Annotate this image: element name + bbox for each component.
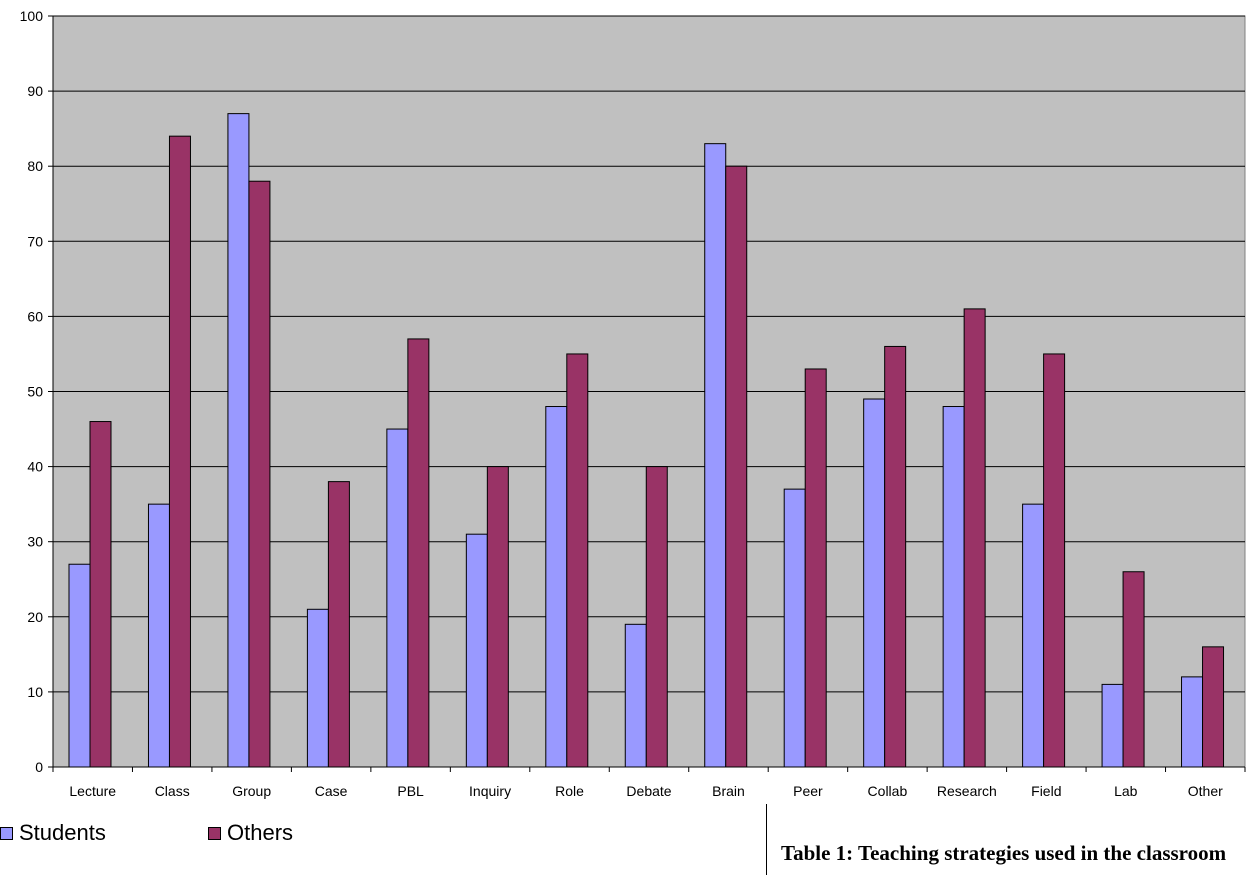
bar-students-field (1022, 503, 1045, 768)
y-tick-label-80: 80 (27, 158, 43, 174)
legend-item-students: Students (0, 820, 106, 846)
bar-students-research (942, 406, 965, 768)
y-tick-label-20: 20 (27, 609, 43, 625)
x-tick-label-pbl: PBL (397, 783, 424, 799)
bar-others-group (248, 180, 271, 768)
x-tick-label-case: Case (315, 783, 348, 799)
x-tick-label-group: Group (232, 783, 271, 799)
bar-students-lecture (68, 563, 91, 768)
bar-chart: 0 10 20 30 40 50 60 70 80 90 100 Lecture Class Group C… (20, 8, 1246, 799)
bar-students-lab (1101, 683, 1124, 768)
bar-others-lecture (89, 421, 112, 768)
x-tick-label-class: Class (155, 783, 190, 799)
legend-label-students: Students (19, 820, 106, 845)
x-tick-label-lecture: Lecture (69, 783, 116, 799)
bar-others-case (327, 481, 350, 768)
x-tick-label-research: Research (937, 783, 997, 799)
y-tick-label-50: 50 (27, 384, 43, 400)
y-tick-label-70: 70 (27, 233, 43, 249)
bar-students-peer (783, 488, 806, 768)
bar-students-pbl (386, 428, 409, 768)
bar-others-role (566, 353, 589, 768)
legend-item-others: Others (208, 820, 293, 846)
bar-students-role (545, 406, 568, 768)
y-tick-label-30: 30 (27, 534, 43, 550)
bar-others-collab (884, 345, 907, 768)
x-tick-label-inquiry: Inquiry (469, 783, 511, 799)
legend-label-others: Others (227, 820, 294, 845)
bar-students-class (147, 503, 170, 768)
bar-students-brain (704, 143, 727, 768)
caption-divider (766, 804, 767, 875)
figure-caption: Table 1: Teaching strategies used in the… (781, 841, 1227, 865)
x-tick-label-brain: Brain (712, 783, 745, 799)
bar-others-research (963, 308, 986, 768)
bar-students-inquiry (465, 533, 488, 768)
y-tick-label-100: 100 (20, 8, 44, 24)
bar-others-other (1202, 646, 1225, 768)
y-tick-label-0: 0 (35, 759, 43, 775)
y-tick-label-90: 90 (27, 83, 43, 99)
x-tick-label-peer: Peer (793, 783, 823, 799)
legend-swatch-others (208, 826, 221, 840)
bar-students-collab (863, 398, 886, 768)
bar-others-lab (1122, 571, 1145, 768)
bar-others-pbl (407, 338, 430, 768)
y-tick-label-40: 40 (27, 459, 43, 475)
bar-others-class (168, 135, 191, 768)
bar-others-brain (725, 165, 748, 768)
x-tick-label-lab: Lab (1114, 783, 1138, 799)
x-tick-label-collab: Collab (868, 783, 908, 799)
y-tick-label-60: 60 (27, 308, 43, 324)
bar-students-other (1181, 676, 1204, 768)
x-tick-label-other: Other (1188, 783, 1223, 799)
legend-swatch-students (0, 826, 13, 840)
bar-others-debate (645, 466, 668, 768)
x-tick-label-field: Field (1031, 783, 1061, 799)
bar-students-case (306, 608, 329, 768)
x-tick-label-debate: Debate (626, 783, 671, 799)
bar-others-field (1043, 353, 1066, 768)
bar-others-inquiry (486, 466, 509, 768)
bar-students-debate (624, 623, 647, 768)
y-tick-label-10: 10 (27, 684, 43, 700)
bar-students-group (227, 113, 250, 768)
bar-others-peer (804, 368, 827, 768)
legend: Students Others (0, 820, 1248, 875)
x-tick-label-role: Role (555, 783, 584, 799)
